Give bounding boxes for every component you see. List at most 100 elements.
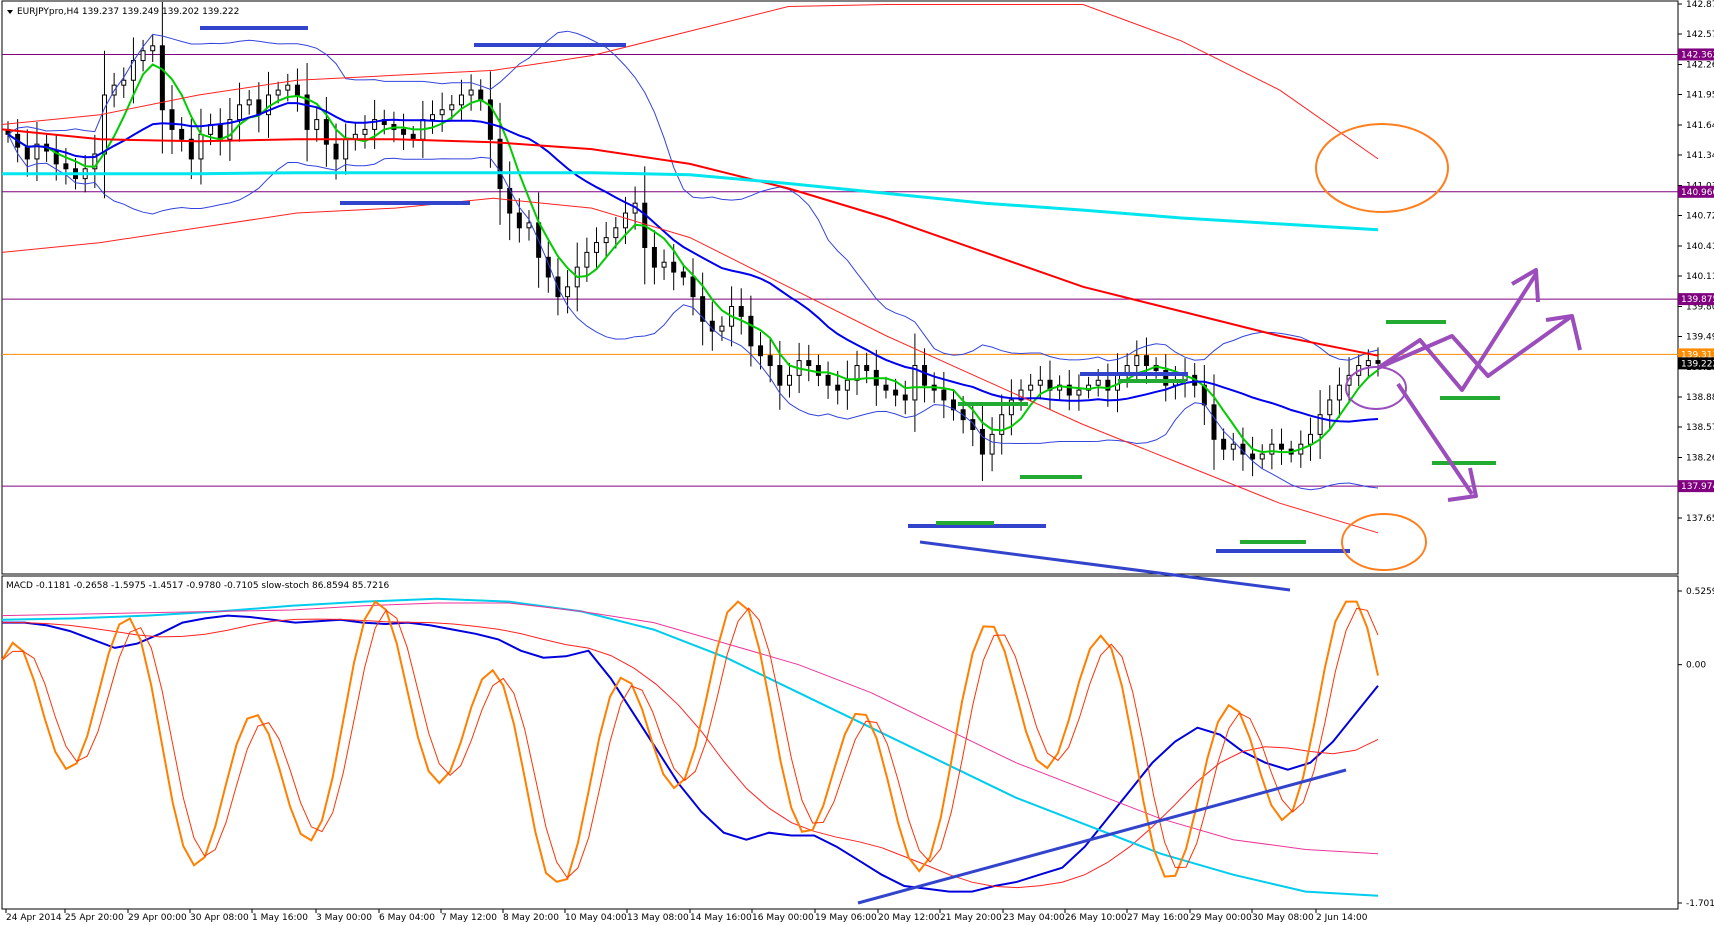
time-axis-label: 30 Apr 08:00 bbox=[190, 913, 249, 923]
candle-body bbox=[34, 143, 40, 160]
candle-body bbox=[246, 99, 252, 106]
bullish-projection-arrow bbox=[1377, 314, 1574, 378]
candle-body bbox=[217, 124, 223, 140]
time-axis-label: 21 May 20:00 bbox=[940, 913, 1002, 923]
candle-body bbox=[1086, 384, 1092, 391]
price-axis-label: 140.725 bbox=[1686, 212, 1714, 222]
time-axis-label: 23 May 04:00 bbox=[1003, 913, 1065, 923]
candle-body bbox=[1307, 433, 1313, 445]
candle-body bbox=[121, 79, 127, 86]
arrow-head bbox=[1447, 467, 1478, 502]
candle-body bbox=[893, 389, 899, 396]
candle-body bbox=[565, 286, 571, 298]
time-axis-label: 13 May 08:00 bbox=[627, 913, 689, 923]
candle-body bbox=[1066, 384, 1072, 396]
candle-body bbox=[53, 150, 59, 165]
candle-body bbox=[700, 296, 706, 322]
candle-body bbox=[1221, 438, 1227, 450]
candle-body bbox=[786, 374, 792, 386]
price-level-label: 142.362 bbox=[1681, 50, 1714, 60]
candle-body bbox=[622, 212, 628, 229]
candle-body bbox=[1269, 443, 1275, 455]
candle-body bbox=[275, 89, 281, 96]
candle-body bbox=[1230, 443, 1236, 450]
candle-body bbox=[1076, 389, 1082, 396]
price-axis-label: 138.880 bbox=[1686, 393, 1714, 403]
time-axis-label: 1 May 16:00 bbox=[252, 913, 308, 923]
annotation-layer bbox=[200, 26, 1582, 905]
candle-body bbox=[1018, 389, 1024, 401]
candle-body bbox=[1105, 379, 1111, 391]
dropdown-triangle-icon[interactable] bbox=[7, 10, 13, 14]
candle-body bbox=[680, 271, 686, 278]
candle-body bbox=[979, 428, 985, 455]
candle-body bbox=[864, 365, 870, 371]
price-axis-label: 142.875 bbox=[1686, 0, 1714, 10]
candle-body bbox=[159, 45, 165, 111]
candle-body bbox=[1327, 399, 1333, 416]
macd-panel-frame bbox=[1, 575, 1679, 910]
macd-signal-line bbox=[2, 618, 1379, 889]
candle-body bbox=[237, 104, 243, 121]
time-axis-label: 14 May 16:00 bbox=[690, 913, 752, 923]
candle-body bbox=[815, 365, 821, 376]
price-axis-label: 142.570 bbox=[1686, 30, 1714, 40]
candle-body bbox=[950, 399, 956, 411]
time-axis-label: 24 Apr 2014 bbox=[6, 913, 62, 923]
candle-body bbox=[1037, 379, 1043, 386]
candle-body bbox=[1375, 360, 1381, 364]
candle-body bbox=[835, 384, 841, 391]
time-axis-label: 16 May 00:00 bbox=[752, 913, 814, 923]
time-axis-label: 8 May 20:00 bbox=[503, 913, 559, 923]
ma-mid-line bbox=[7, 102, 1379, 423]
time-axis-label: 29 May 00:00 bbox=[1190, 913, 1252, 923]
macd-histogram-ma-line bbox=[1, 597, 1379, 897]
candle-body bbox=[844, 379, 850, 391]
candle-body bbox=[854, 365, 860, 381]
price-level-tag bbox=[1678, 480, 1714, 493]
candle-body bbox=[748, 315, 754, 347]
price-axis-label: 141.955 bbox=[1686, 91, 1714, 101]
candle-body bbox=[478, 89, 484, 101]
candle-body bbox=[468, 89, 474, 96]
candle-body bbox=[372, 119, 378, 130]
candle-body bbox=[999, 414, 1005, 435]
candle-body bbox=[333, 143, 339, 160]
candle-body bbox=[256, 99, 262, 116]
price-level-tag bbox=[1678, 48, 1714, 61]
candle-body bbox=[516, 212, 522, 229]
price-panel-frame bbox=[1, 0, 1679, 575]
time-axis-label: 10 May 04:00 bbox=[565, 913, 627, 923]
time-axis-label: 2 Jun 14:00 bbox=[1316, 913, 1368, 923]
candle-body bbox=[458, 94, 464, 106]
time-axis-label: 19 May 06:00 bbox=[815, 913, 877, 923]
price-axis-label: 140.110 bbox=[1686, 272, 1714, 282]
envelope-lower-line bbox=[1, 197, 1379, 534]
candle-body bbox=[806, 360, 812, 367]
candle-body bbox=[767, 355, 773, 367]
candle-body bbox=[1211, 404, 1217, 440]
candle-body bbox=[24, 146, 30, 160]
ma-long-line bbox=[2, 171, 1379, 232]
envelope-upper-line bbox=[1, 4, 1379, 160]
candle-body bbox=[487, 99, 493, 140]
price-axis-label: 138.575 bbox=[1686, 423, 1714, 433]
candle-body bbox=[323, 119, 329, 145]
ma-fast-line bbox=[7, 63, 1379, 454]
candle-body bbox=[1279, 443, 1285, 450]
candle-body bbox=[362, 128, 368, 135]
candle-body bbox=[661, 261, 667, 268]
candle-body bbox=[584, 251, 590, 268]
macd-layer bbox=[1, 597, 1379, 897]
bollinger-lower-line bbox=[7, 134, 1379, 491]
candle-body bbox=[883, 384, 889, 391]
highlight-ellipse bbox=[1315, 123, 1449, 213]
stochastic-signal-line bbox=[1, 607, 1379, 879]
candle-body bbox=[63, 163, 69, 170]
candle-body bbox=[1134, 355, 1140, 367]
arrow-head bbox=[1510, 268, 1540, 303]
price-axis-label: 141.340 bbox=[1686, 151, 1714, 161]
candle-body bbox=[150, 45, 156, 52]
candle-body bbox=[825, 374, 831, 386]
candle-body bbox=[198, 133, 204, 160]
